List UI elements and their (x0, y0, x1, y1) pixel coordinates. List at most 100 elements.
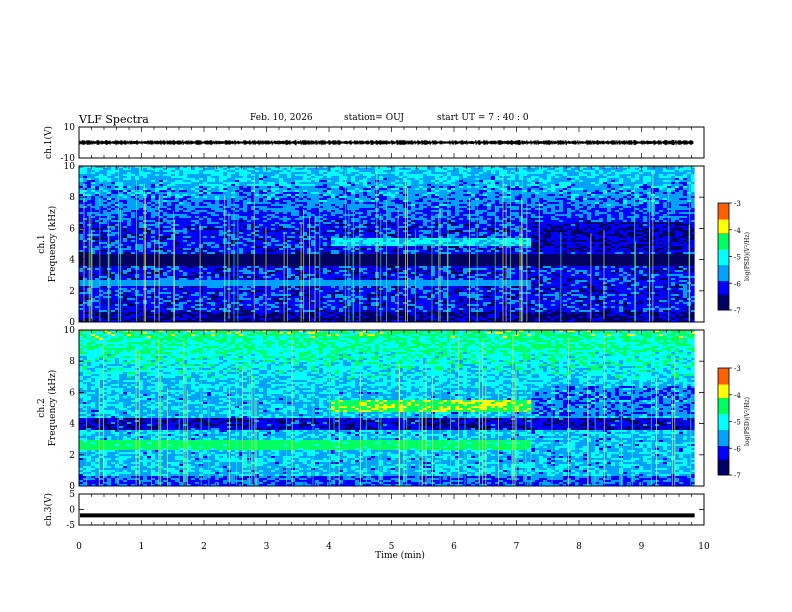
ch1-spectrogram-cell (175, 308, 179, 310)
ch1-spectrogram-cell (155, 244, 159, 246)
ch1-spectrogram-cell (203, 250, 207, 252)
ch1-spectrogram-cell (175, 214, 179, 216)
ch1-spectrogram-cell (235, 276, 239, 278)
ch1-spectrogram-cell (211, 308, 215, 310)
ch1-spectrogram-cell (203, 174, 207, 176)
ch1-spectrogram-cell (199, 204, 203, 206)
ch1-spectrogram-cell (231, 298, 235, 300)
ch1-spectrogram-cell (87, 196, 91, 198)
ch1-spectrogram-cell (207, 218, 211, 220)
ch1-spectrogram-cell (131, 238, 135, 240)
ch1-spectrogram-cell (139, 250, 143, 252)
ch1-spectrogram-cell (183, 182, 187, 184)
ch1-spectrogram-cell (179, 260, 183, 262)
ch1-spectrogram-cell (191, 250, 195, 252)
ch1-spectrogram-cell (175, 302, 179, 304)
ch1-spectrogram-cell (79, 264, 83, 266)
ch1-spectrogram-cell (155, 270, 159, 272)
ch1-spectrogram-cell (135, 258, 139, 260)
ch1-spectrogram-cell (111, 272, 115, 274)
ch1-spectrogram-cell (79, 250, 83, 252)
ch1-spectrogram-cell (135, 268, 139, 270)
ch1-spectrogram-cell (79, 216, 83, 218)
ch1-spectrogram-cell (231, 242, 235, 244)
ch1-spectrogram-cell (235, 318, 239, 320)
ch1-spectrogram-cell (215, 258, 219, 260)
ch1-spectrogram-cell (95, 198, 99, 200)
ch1-spectrogram-cell (239, 204, 243, 206)
ch1-spectrogram-cell (175, 192, 179, 194)
ch1-spectrogram-cell (243, 178, 247, 180)
ch1-spectrogram-cell (239, 212, 243, 214)
ch1-spectrogram-cell (131, 262, 135, 264)
ch1-spectrogram-cell (147, 176, 151, 178)
ch1-spectrogram-cell (243, 174, 247, 176)
ch1-spectrogram-cell (191, 170, 195, 172)
ch1-spectrogram-cell (203, 228, 207, 230)
ch1-spectrogram-cell (215, 296, 219, 298)
ch1-spectrogram-cell (123, 210, 127, 212)
ch1-spectrogram-cell (143, 272, 147, 274)
ch1-spectrogram-cell (127, 210, 131, 212)
ch1-spectrogram-cell (111, 266, 115, 268)
ch1-spectrogram-cell (203, 298, 207, 300)
ch1-spectrogram-cell (135, 312, 139, 314)
ch1-spectrogram-cell (215, 264, 219, 266)
ch1-spectrogram-cell (143, 224, 147, 226)
ch1-spectrogram-cell (163, 180, 167, 182)
ch1-spectrogram-cell (243, 196, 247, 198)
ch1-spectrogram-cell (135, 306, 139, 308)
ch1-spectrogram-cell (91, 196, 95, 198)
ch1-spectrogram-cell (143, 242, 147, 244)
ch1-spectrogram-cell (123, 190, 127, 192)
ch1-spectrogram-cell (127, 208, 131, 210)
ch1-spectrogram-cell (175, 200, 179, 202)
ch1-spectrogram-cell (167, 206, 171, 208)
ch1-spectrogram-cell (79, 218, 83, 220)
ch1-spectrogram-cell (147, 170, 151, 172)
ch1-spectrogram-cell (223, 188, 227, 190)
ch1-spectrogram-cell (95, 282, 99, 284)
ch1-spectrogram-cell (151, 230, 155, 232)
ch1-spectrogram-cell (199, 168, 203, 170)
ch1-spectrogram-cell (147, 174, 151, 176)
ch1-spectrogram-cell (219, 264, 223, 266)
ch1-spectrogram-cell (127, 258, 131, 260)
ch1-spectrogram-cell (163, 264, 167, 266)
ch1-spectrogram-cell (239, 284, 243, 286)
ch1-spectrogram-cell (211, 220, 215, 222)
ch1-spectrogram-cell (187, 224, 191, 226)
ch1-spectrogram-cell (79, 272, 83, 274)
ch1-spectrogram-cell (155, 282, 159, 284)
ch1-spectrogram-cell (215, 208, 219, 210)
ch1-spectrogram-cell (91, 222, 95, 224)
ch1-spectrogram-cell (119, 274, 123, 276)
ch1-spectrogram-cell (231, 268, 235, 270)
ch1-spectrogram-cell (95, 246, 99, 248)
ch1-spectrogram-cell (183, 316, 187, 318)
ch1-spectrogram-cell (127, 260, 131, 262)
ch1-spectrogram-cell (179, 318, 183, 320)
ch1-spectrogram-cell (219, 168, 223, 170)
ch1-spectrogram-cell (119, 204, 123, 206)
ch1-spectrogram-cell (207, 266, 211, 268)
ch1-spectrogram-cell (179, 242, 183, 244)
ch1-spectrogram-cell (167, 254, 171, 256)
ch1-spectrogram-cell (87, 192, 91, 194)
ch1-spectrogram-cell (123, 266, 127, 268)
ch1-spectrogram-cell (151, 186, 155, 188)
ch1-spectrogram-cell (123, 258, 127, 260)
ch1-spectrogram-cell (191, 302, 195, 304)
ch1-spectrogram-cell (187, 178, 191, 180)
ch1-spectrogram-cell (187, 274, 191, 276)
ch1-spectrogram-cell (135, 224, 139, 226)
ch1-spectrogram-cell (79, 244, 83, 246)
ch1-spectrogram-cell (167, 268, 171, 270)
ch1-spectrogram-cell (207, 222, 211, 224)
ch1-spectrogram-cell (239, 302, 243, 304)
ch1-spectrogram-cell (95, 308, 99, 310)
ch1-spectrogram-cell (143, 194, 147, 196)
ch1-spectrogram-cell (167, 222, 171, 224)
ch1-spectrogram-cell (167, 246, 171, 248)
ch1-spectrogram-cell (235, 294, 239, 296)
